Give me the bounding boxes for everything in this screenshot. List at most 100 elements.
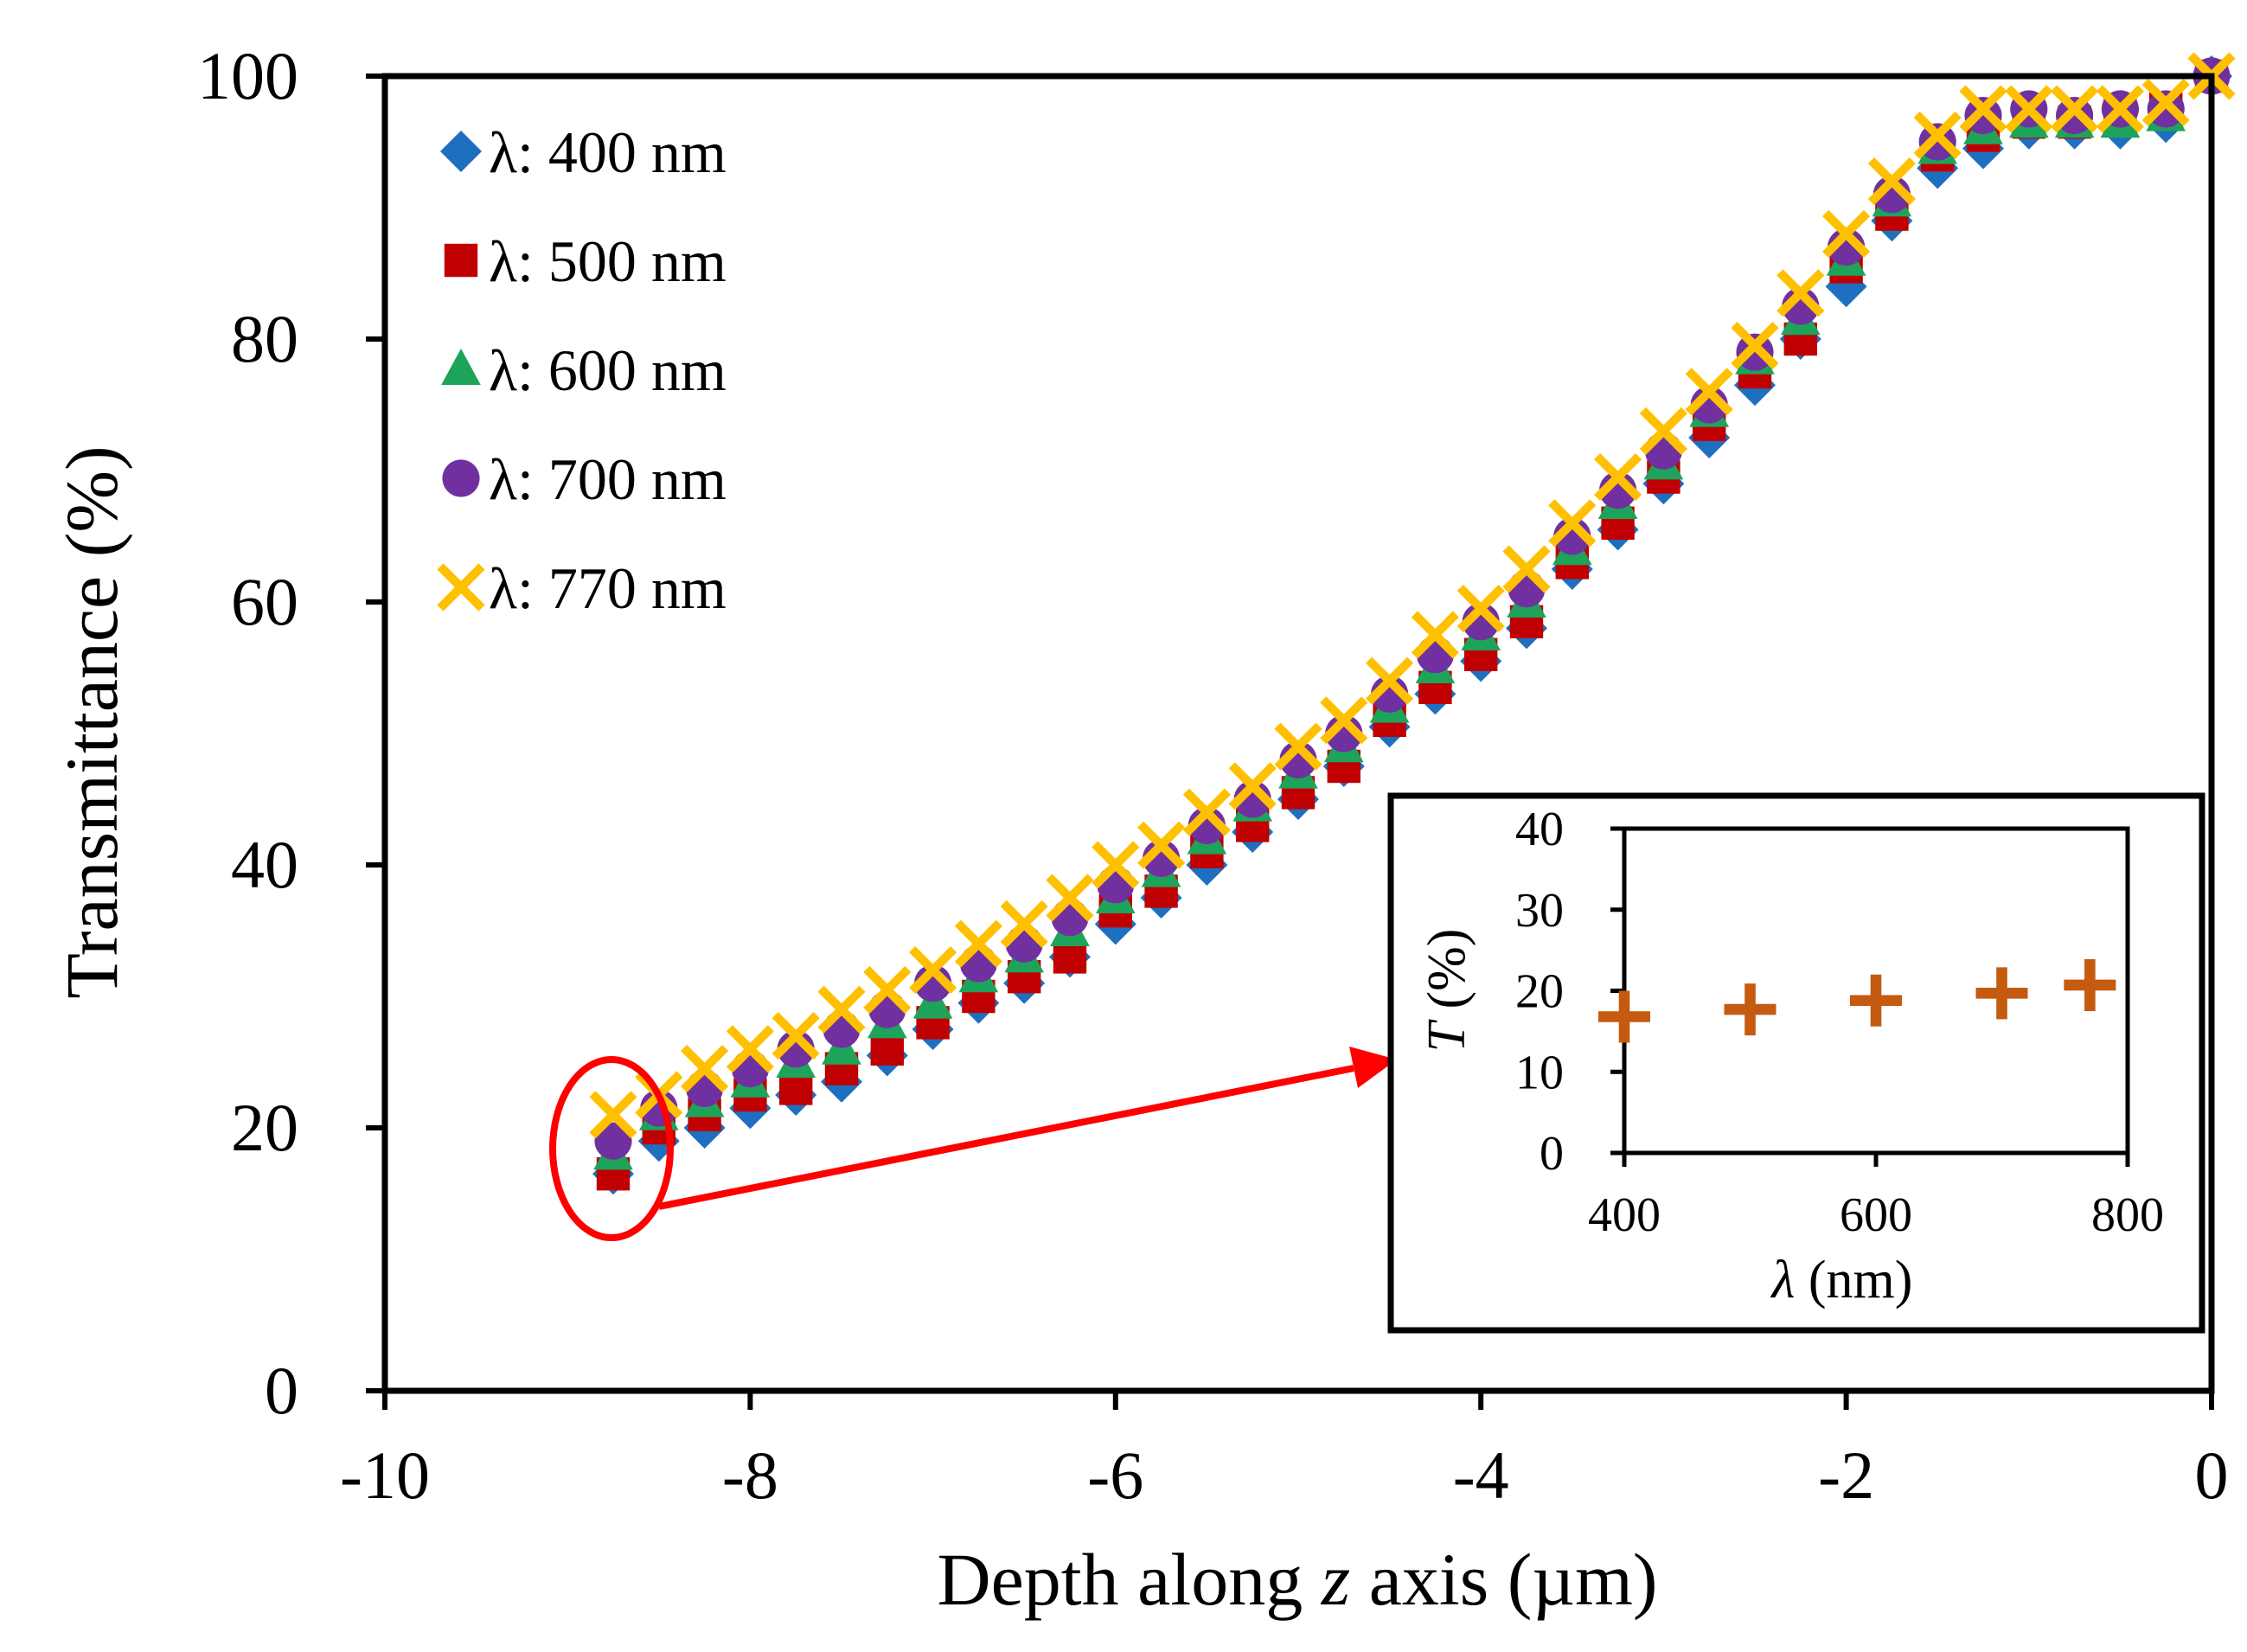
legend-label: λ: 500 nm xyxy=(489,228,727,294)
data-point-x xyxy=(1366,656,1414,705)
y-tick-label: 20 xyxy=(231,1090,298,1165)
data-point-circle xyxy=(2147,90,2185,128)
data-point-circle xyxy=(1097,866,1135,904)
legend-marker-square xyxy=(444,243,478,278)
data-point-circle xyxy=(1051,899,1089,937)
data-point-x xyxy=(954,919,1002,968)
main-x-axis-title: Depth along z axis (µm) xyxy=(938,1538,1658,1621)
data-point-circle xyxy=(1964,97,2002,135)
legend: λ: 400 nm λ: 500 nm λ: 600 nm λ: 700 nm λ: 7… xyxy=(437,119,727,621)
inset-y-tick-label: 30 xyxy=(1515,884,1564,938)
legend-marker-x xyxy=(437,563,485,611)
legend-label: λ: 600 nm xyxy=(489,337,727,403)
data-point-x xyxy=(1867,157,1916,206)
legend-label: λ: 770 nm xyxy=(489,555,727,621)
data-point-x xyxy=(1685,368,1733,416)
main-y-axis-title: Transmittance (%) xyxy=(50,445,133,998)
x-tick-label: -2 xyxy=(1818,1437,1874,1513)
inset-data-point xyxy=(1724,983,1776,1036)
inset-series-plus xyxy=(1598,958,2116,1043)
highlight-ellipse xyxy=(549,1056,674,1241)
inset-y-axis-title: T (%) xyxy=(1418,929,1476,1053)
data-point-circle xyxy=(1918,123,1956,161)
data-point-x xyxy=(1091,841,1140,889)
data-point-circle xyxy=(1508,570,1546,608)
inset-data-point xyxy=(2064,958,2116,1011)
data-point-x xyxy=(863,965,912,1014)
inset-x-axis-title: λ (nm) xyxy=(1770,1251,1913,1309)
y-tick-label: 60 xyxy=(231,564,298,639)
legend-marker-diamond xyxy=(440,131,482,172)
inset-plot-series xyxy=(1598,958,2116,1043)
x-tick-label: -6 xyxy=(1087,1437,1143,1513)
inset-panel xyxy=(1387,792,2205,1334)
data-point-x xyxy=(1228,762,1277,810)
data-point-x xyxy=(1913,111,1962,159)
data-point-circle xyxy=(686,1069,724,1107)
data-point-x xyxy=(726,1025,774,1073)
data-point-x xyxy=(1000,900,1048,948)
data-point-x xyxy=(1456,585,1505,633)
data-point-x xyxy=(1822,209,1871,258)
data-point-circle xyxy=(823,1010,861,1048)
data-point-circle xyxy=(1644,432,1682,470)
data-point-x xyxy=(1594,453,1642,502)
data-point-x xyxy=(2005,85,2053,133)
data-point-circle xyxy=(868,990,906,1028)
highlight-arrowhead xyxy=(1349,1047,1397,1088)
x-tick-label: -10 xyxy=(340,1437,430,1513)
data-point-x xyxy=(1548,499,1597,547)
data-point-x xyxy=(1137,821,1186,869)
data-point-x xyxy=(1959,85,2007,133)
inset-data-point xyxy=(1598,990,1650,1043)
data-point-x xyxy=(1182,788,1231,836)
data-point-circle xyxy=(2056,97,2094,135)
data-point-x xyxy=(2051,85,2099,133)
data-point-circle xyxy=(731,1050,770,1088)
inset-x-tick-label: 600 xyxy=(1840,1188,1912,1242)
y-tick-label: 80 xyxy=(231,301,298,376)
y-tick-label: 0 xyxy=(265,1353,298,1428)
inset-y-tick-label: 0 xyxy=(1540,1127,1564,1181)
x-tick-label: -4 xyxy=(1453,1437,1509,1513)
data-point-x xyxy=(771,1012,820,1060)
data-point-circle xyxy=(1005,925,1043,963)
main-plot-series xyxy=(589,52,2236,1195)
data-point-x xyxy=(1274,722,1322,771)
highlight-arrow-line xyxy=(658,1065,1354,1210)
data-point-x xyxy=(2096,85,2144,133)
data-point-circle xyxy=(1736,333,1774,371)
inset-data-point xyxy=(1975,967,2028,1020)
data-point-circle xyxy=(594,1122,632,1160)
data-point-x xyxy=(1502,545,1551,593)
data-point-x xyxy=(1411,611,1459,659)
inset-y-tick-label: 20 xyxy=(1515,965,1564,1019)
legend-label: λ: 400 nm xyxy=(489,119,727,185)
y-tick-label: 40 xyxy=(231,827,298,902)
series-x xyxy=(589,52,2236,1139)
inset-y-tick-label: 10 xyxy=(1515,1046,1564,1099)
data-point-x xyxy=(1731,322,1779,370)
data-point-x xyxy=(681,1045,729,1093)
legend-label: λ: 700 nm xyxy=(489,446,727,512)
data-point-x xyxy=(589,1091,637,1139)
y-tick-label: 100 xyxy=(197,38,298,113)
inset-x-tick-label: 400 xyxy=(1588,1188,1661,1242)
inset-axis-ticks: 0 10 20 30 40 400 600 800 xyxy=(1515,803,2164,1242)
inset-x-tick-label: 800 xyxy=(2091,1188,2164,1242)
x-tick-label: 0 xyxy=(2195,1437,2229,1513)
data-point-x xyxy=(909,946,957,995)
main-plot-frame xyxy=(381,73,2215,1394)
data-point-x xyxy=(1046,874,1094,922)
inset-data-point xyxy=(1850,974,1902,1027)
data-point-x xyxy=(817,985,866,1034)
data-point-circle xyxy=(959,944,997,983)
data-point-circle xyxy=(1416,636,1454,674)
legend-marker-circle xyxy=(442,459,480,497)
x-tick-label: -8 xyxy=(722,1437,778,1513)
inset-y-tick-label: 40 xyxy=(1515,803,1564,856)
data-point-x xyxy=(1320,696,1368,745)
legend-marker-triangle xyxy=(441,349,481,385)
